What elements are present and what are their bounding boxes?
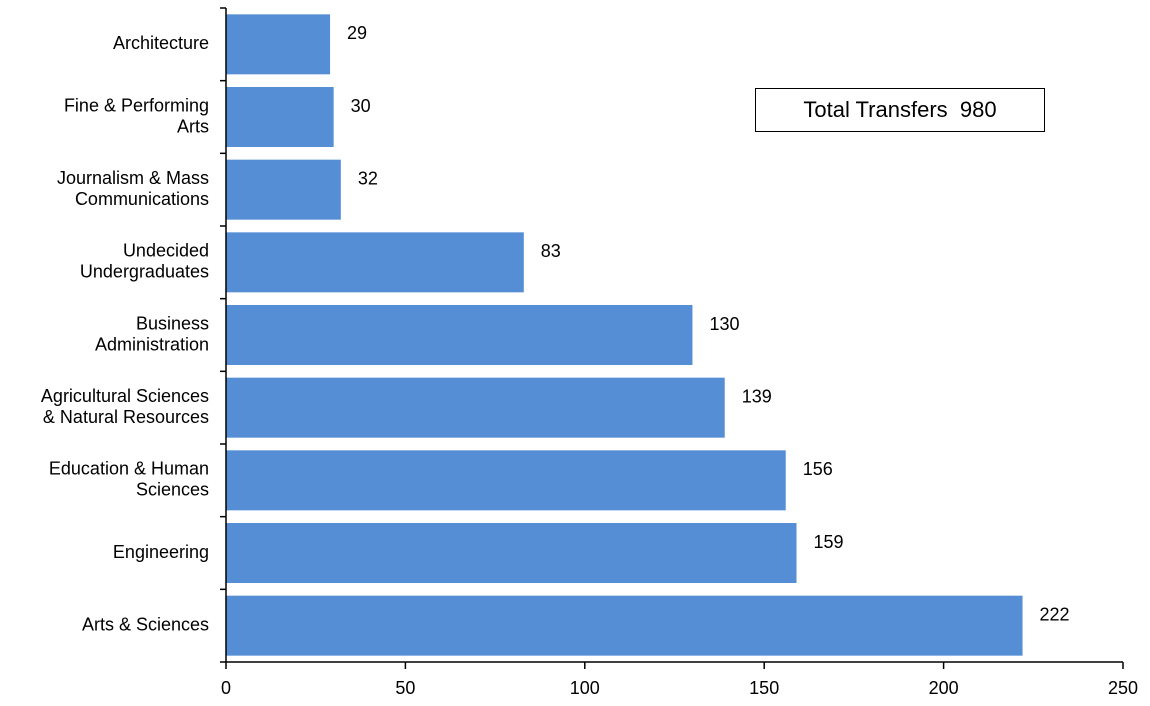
bar-value-label: 83 [541, 241, 561, 261]
category-label: Undecided Undergraduates [80, 241, 209, 282]
bars-group [226, 14, 1023, 656]
bar [226, 377, 725, 438]
category-label-line: Fine & Performing [64, 95, 209, 115]
bar [226, 595, 1023, 656]
category-label-line: Agricultural Sciences [41, 386, 209, 406]
bar [226, 159, 341, 220]
x-tick-label: 250 [1108, 678, 1138, 698]
bar [226, 232, 524, 293]
bar-value-label: 130 [709, 314, 739, 334]
category-label: Agricultural Sciences & Natural Resources [41, 386, 209, 427]
bar-value-label: 139 [742, 386, 772, 406]
bar-value-label: 222 [1040, 604, 1070, 624]
bar [226, 87, 334, 147]
category-label: Education & Human Sciences [49, 459, 209, 500]
category-label-line: Architecture [113, 33, 209, 53]
total-transfers-label: Total Transfers [803, 97, 948, 122]
bar [226, 14, 331, 75]
total-transfers-box: Total Transfers 980 [755, 88, 1045, 132]
category-label-line: Arts [177, 116, 209, 136]
category-label-line: Education & Human [49, 459, 209, 479]
category-label-line: & Natural Resources [43, 407, 209, 427]
y-axis: Architecture Fine & Performing Arts Journal… [41, 7, 227, 663]
bar [226, 450, 786, 511]
x-tick-label: 200 [929, 678, 959, 698]
x-tick-label: 100 [570, 678, 600, 698]
bar-value-label: 32 [358, 168, 378, 188]
category-label: Fine & Performing Arts [64, 95, 209, 136]
total-transfers-spacer [948, 97, 960, 123]
bar [226, 305, 693, 365]
x-tick-label: 50 [395, 678, 415, 698]
category-label: Journalism & Mass Communications [57, 168, 209, 209]
total-transfers-value: 980 [959, 97, 997, 122]
category-label-line: Arts & Sciences [82, 614, 209, 634]
x-tick-label: 150 [749, 678, 779, 698]
x-tick-label: 0 [221, 678, 231, 698]
bar-value-label: 159 [813, 532, 843, 552]
x-axis: 0 50 100 150 200 250 [221, 661, 1138, 698]
bar-value-label: 29 [347, 23, 367, 43]
category-label-line: Undergraduates [80, 262, 209, 282]
category-label-line: Sciences [136, 480, 209, 500]
value-labels-group: 29 30 32 83 130 139 156 159 222 [347, 23, 1070, 624]
category-label: Business Administration [95, 313, 209, 354]
bar-value-label: 156 [803, 459, 833, 479]
category-label-line: Journalism & Mass [57, 168, 209, 188]
category-label-line: Undecided [123, 241, 209, 261]
bar [226, 523, 797, 583]
category-label-line: Administration [95, 334, 209, 354]
bar-value-label: 30 [351, 96, 371, 116]
category-label: Architecture [113, 33, 209, 53]
category-label-line: Communications [75, 189, 209, 209]
category-label-line: Engineering [113, 542, 209, 562]
category-label: Engineering [113, 542, 209, 562]
category-label-line: Business [136, 313, 209, 333]
category-label: Arts & Sciences [82, 614, 209, 634]
